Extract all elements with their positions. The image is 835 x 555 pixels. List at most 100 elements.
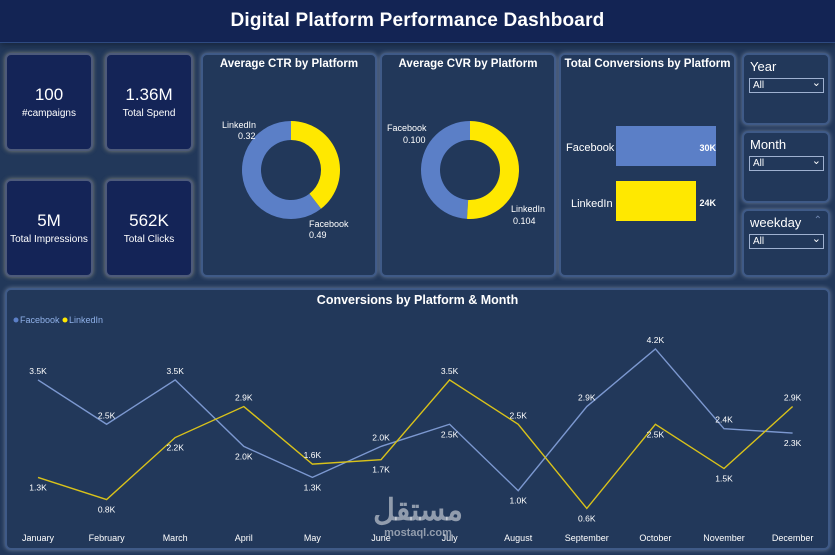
x-tick-label: December <box>772 533 814 543</box>
chevron-up-icon[interactable]: ⌃ <box>813 215 822 226</box>
cvr-label-facebook: Facebook <box>387 123 427 133</box>
watermark-latin: mostaql.com <box>384 527 452 539</box>
kpi-campaigns-value: 100 <box>34 84 64 104</box>
x-tick-label: May <box>304 533 322 543</box>
year-slicer[interactable]: Year All ⌄ <box>742 53 830 125</box>
dashboard-header: Digital Platform Performance Dashboard <box>0 0 835 43</box>
cvr-slice-facebook[interactable] <box>421 121 470 219</box>
x-tick-label: March <box>163 533 188 543</box>
data-label-linkedin: 1.7K <box>372 465 390 475</box>
kpi-impressions-value: 5M <box>37 210 61 230</box>
conversions-title: Total Conversions by Platform <box>564 58 731 70</box>
weekday-dropdown[interactable]: All ⌄ <box>749 233 824 249</box>
x-tick-label: June <box>371 533 391 543</box>
data-label-linkedin: 2.9K <box>784 393 802 403</box>
x-tick-label: August <box>504 533 533 543</box>
ctr-label-facebook: Facebook <box>309 219 349 229</box>
ctr-value-linkedin: 0.32 <box>238 131 256 141</box>
data-label-linkedin: 0.6K <box>578 513 596 523</box>
month-slicer-label: Month <box>750 137 787 152</box>
month-dropdown[interactable]: All ⌄ <box>749 155 824 171</box>
cvr-panel: Average CVR by Platform Facebook 0.100 L… <box>380 53 556 277</box>
kpi-spend-card: 1.36M Total Spend <box>105 53 193 151</box>
data-label-linkedin: 2.5K <box>647 429 665 439</box>
conv-category-linkedin: LinkedIn <box>571 198 613 210</box>
ctr-panel: Average CTR by Platform LinkedIn 0.32 Fa… <box>201 53 377 277</box>
kpi-clicks-card: 562K Total Clicks <box>105 179 193 277</box>
legend-facebook-marker <box>13 317 19 323</box>
data-label-linkedin: 0.8K <box>98 505 116 515</box>
x-tick-label: October <box>639 533 671 543</box>
data-label-linkedin: 2.2K <box>166 443 184 453</box>
x-tick-label: April <box>235 533 253 543</box>
data-label-facebook: 1.3K <box>304 482 322 492</box>
line-chart-panel: Conversions by Platform & Month Facebook… <box>5 288 830 550</box>
conv-value-facebook: 30K <box>699 143 716 153</box>
line-chart-plot: 3.5K 2.5K 3.5K 2.0K 1.3K 2.0K 2.5K 1.0K 2.9K 4.2K… <box>22 335 813 543</box>
weekday-slicer[interactable]: weekday ⌃ All ⌄ <box>742 209 830 277</box>
ctr-slice-linkedin[interactable] <box>291 121 340 209</box>
cvr-value-facebook: 0.100 <box>403 135 426 145</box>
dashboard-title: Digital Platform Performance Dashboard <box>230 10 605 31</box>
data-label-facebook: 3.5K <box>166 366 184 376</box>
x-tick-label: January <box>22 533 55 543</box>
ctr-slice-facebook[interactable] <box>242 121 322 219</box>
watermark-logo: مستقل mostaql.com <box>368 495 468 540</box>
kpi-campaigns-label: #campaigns <box>22 107 76 119</box>
kpi-campaigns-card: 100 #campaigns <box>5 53 93 151</box>
data-label-facebook: 2.3K <box>784 438 802 448</box>
data-label-linkedin: 3.5K <box>441 366 459 376</box>
x-tick-label: September <box>565 533 609 543</box>
ctr-donut-chart: LinkedIn 0.32 Facebook 0.49 <box>222 120 349 240</box>
data-label-linkedin: 2.5K <box>509 410 527 420</box>
data-label-linkedin: 1.6K <box>304 450 322 460</box>
conversions-panel: Total Conversions by Platform Facebook L… <box>559 53 736 277</box>
weekday-dropdown-value: All <box>753 236 765 247</box>
conv-category-facebook: Facebook <box>566 142 615 154</box>
cvr-donut-chart: Facebook 0.100 LinkedIn 0.104 <box>387 121 545 226</box>
chevron-down-icon[interactable]: ⌄ <box>811 233 821 245</box>
month-slicer[interactable]: Month All ⌄ <box>742 131 830 203</box>
chevron-down-icon[interactable]: ⌄ <box>811 155 821 167</box>
cvr-label-linkedin: LinkedIn <box>511 204 545 214</box>
kpi-clicks-label: Total Clicks <box>123 233 175 245</box>
data-label-facebook: 1.0K <box>509 496 527 506</box>
cvr-slice-linkedin[interactable] <box>466 121 520 219</box>
data-label-facebook: 2.0K <box>372 432 390 442</box>
line-chart: Facebook LinkedIn 3.5K 2.5K 3.5K 2.0K 1.3K 2.… <box>13 315 813 543</box>
data-label-facebook: 2.0K <box>235 451 253 461</box>
month-dropdown-value: All <box>753 158 765 169</box>
data-label-facebook: 3.5K <box>29 366 47 376</box>
year-slicer-label: Year <box>750 59 777 74</box>
weekday-slicer-label: weekday <box>750 215 802 230</box>
conv-value-linkedin: 24K <box>699 198 716 208</box>
legend-facebook-label: Facebook <box>20 315 60 325</box>
year-dropdown[interactable]: All ⌄ <box>749 77 824 93</box>
kpi-impressions-card: 5M Total Impressions <box>5 179 93 277</box>
x-tick-label: July <box>442 533 459 543</box>
data-label-facebook: 2.9K <box>578 393 596 403</box>
conv-bar-linkedin[interactable] <box>616 181 696 221</box>
data-label-linkedin: 2.9K <box>235 393 253 403</box>
x-tick-label: November <box>703 533 745 543</box>
x-tick-label: February <box>89 533 126 543</box>
line-series-facebook[interactable] <box>37 347 793 492</box>
cvr-value-linkedin: 0.104 <box>513 216 536 226</box>
data-label-facebook: 4.2K <box>647 335 665 345</box>
kpi-impressions-label: Total Impressions <box>10 233 88 245</box>
conv-bar-facebook[interactable] <box>616 126 716 166</box>
year-dropdown-value: All <box>753 80 765 91</box>
chevron-down-icon[interactable]: ⌄ <box>811 77 821 89</box>
data-label-linkedin: 1.3K <box>29 482 47 492</box>
kpi-spend-label: Total Spend <box>122 107 176 119</box>
data-label-linkedin: 1.5K <box>715 474 733 484</box>
ctr-label-linkedin: LinkedIn <box>222 120 256 130</box>
line-chart-title: Conversions by Platform & Month <box>316 293 519 307</box>
cvr-title: Average CVR by Platform <box>398 58 538 70</box>
conversions-bar-chart: Facebook LinkedIn 30K 24K <box>566 126 716 221</box>
ctr-value-facebook: 0.49 <box>309 230 327 240</box>
legend-linkedin-marker <box>62 317 68 323</box>
data-label-facebook: 2.5K <box>98 410 116 420</box>
kpi-spend-value: 1.36M <box>125 84 173 104</box>
line-series-linkedin[interactable] <box>37 379 794 510</box>
